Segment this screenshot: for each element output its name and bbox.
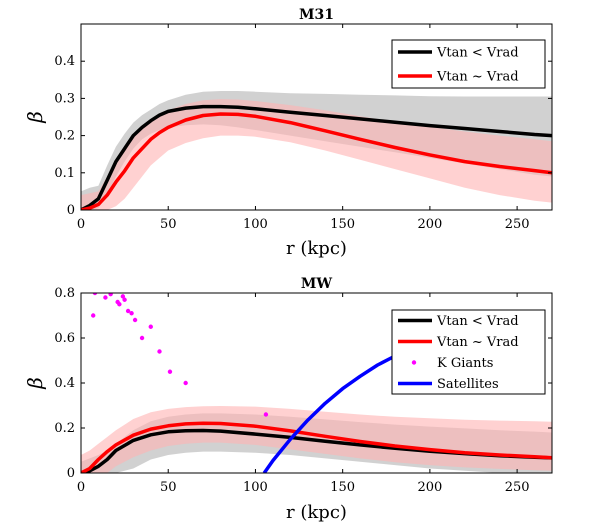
point-k-giants (167, 369, 173, 374)
y-tick-label: 0.8 (54, 286, 75, 301)
x-tick-label: 200 (417, 217, 442, 232)
y-tick-label: 0 (67, 203, 75, 218)
point-k-giants (263, 412, 269, 417)
y-tick-label: 0.4 (54, 376, 75, 391)
point-k-giants (103, 295, 108, 300)
line-vtan-vrad (81, 104, 552, 210)
legend: Vtan < Vrad Vtan ~ Vrad K Giants Satellites (391, 309, 546, 395)
legend-label: Vtan < Vrad (436, 314, 519, 329)
x-tick-label: 0 (77, 217, 85, 232)
point-k-giants (108, 293, 113, 297)
x-tick-label: 150 (330, 480, 355, 495)
point-k-giants (92, 293, 98, 296)
point-k-giants (129, 311, 134, 316)
x-tick-label: 50 (160, 480, 177, 495)
line-vtan-vrad (81, 421, 552, 473)
y-tick-label: 0.3 (54, 91, 75, 106)
point-k-giants (125, 308, 131, 314)
y-tick-label: 0 (67, 466, 75, 481)
x-tick-label: 150 (330, 217, 355, 232)
point-k-giants (139, 335, 145, 341)
y-axis-label: β (23, 111, 47, 124)
y-tick-label: 0.2 (54, 421, 75, 436)
band-vtan-vrad (81, 99, 552, 210)
legend-label: Vtan < Vrad (436, 46, 519, 61)
chart-panel-1: 0 50 100 150 200 250 0 0.1 0.2 0.3 0.4 M31 r (kpc) β V… (23, 7, 553, 259)
point-k-giants (132, 317, 138, 323)
x-tick-label: 200 (417, 480, 442, 495)
point-k-giants (117, 302, 122, 307)
x-axis-label: r (kpc) (286, 238, 347, 259)
point-k-giants (183, 380, 188, 386)
chart-title: M31 (299, 7, 334, 23)
point-k-giants (120, 294, 126, 299)
x-axis-label: r (kpc) (286, 502, 347, 523)
y-tick-label: 0.4 (54, 54, 75, 69)
y-tick-label: 0.2 (54, 129, 75, 144)
x-tick-label: 100 (243, 480, 268, 495)
point-k-giants (148, 324, 153, 329)
x-tick-label: 100 (243, 217, 268, 232)
chart-title: MW (301, 276, 332, 292)
plot-area (81, 91, 552, 210)
point-k-giants (122, 297, 127, 302)
line-vtan-vrad (81, 112, 552, 210)
axes-box (80, 23, 553, 211)
chart-panel-2: 0 50 100 150 200 250 0 0.2 0.4 0.6 0.8 MW r (kpc) β Vt… (23, 276, 553, 523)
y-tick-label: 0.6 (54, 331, 75, 346)
legend-label: Vtan ~ Vrad (436, 335, 519, 350)
x-tick-label: 0 (77, 480, 85, 495)
point-k-giants (91, 313, 96, 318)
x-tick-label: 250 (505, 217, 530, 232)
point-k-giants (157, 349, 162, 354)
legend-marker (411, 360, 417, 365)
plot-area (81, 293, 552, 473)
y-axis-label: β (23, 377, 47, 390)
legend: Vtan < Vrad Vtan ~ Vrad (391, 39, 546, 89)
legend-label: Vtan ~ Vrad (436, 70, 519, 85)
legend-box (391, 39, 546, 89)
legend-label: Satellites (437, 377, 499, 392)
legend-label: K Giants (437, 356, 493, 371)
x-tick-label: 50 (160, 217, 177, 232)
legend-box (391, 309, 546, 395)
line-satellites (262, 346, 414, 473)
x-tick-label: 250 (505, 480, 530, 495)
y-tick-label: 0.1 (54, 166, 75, 181)
